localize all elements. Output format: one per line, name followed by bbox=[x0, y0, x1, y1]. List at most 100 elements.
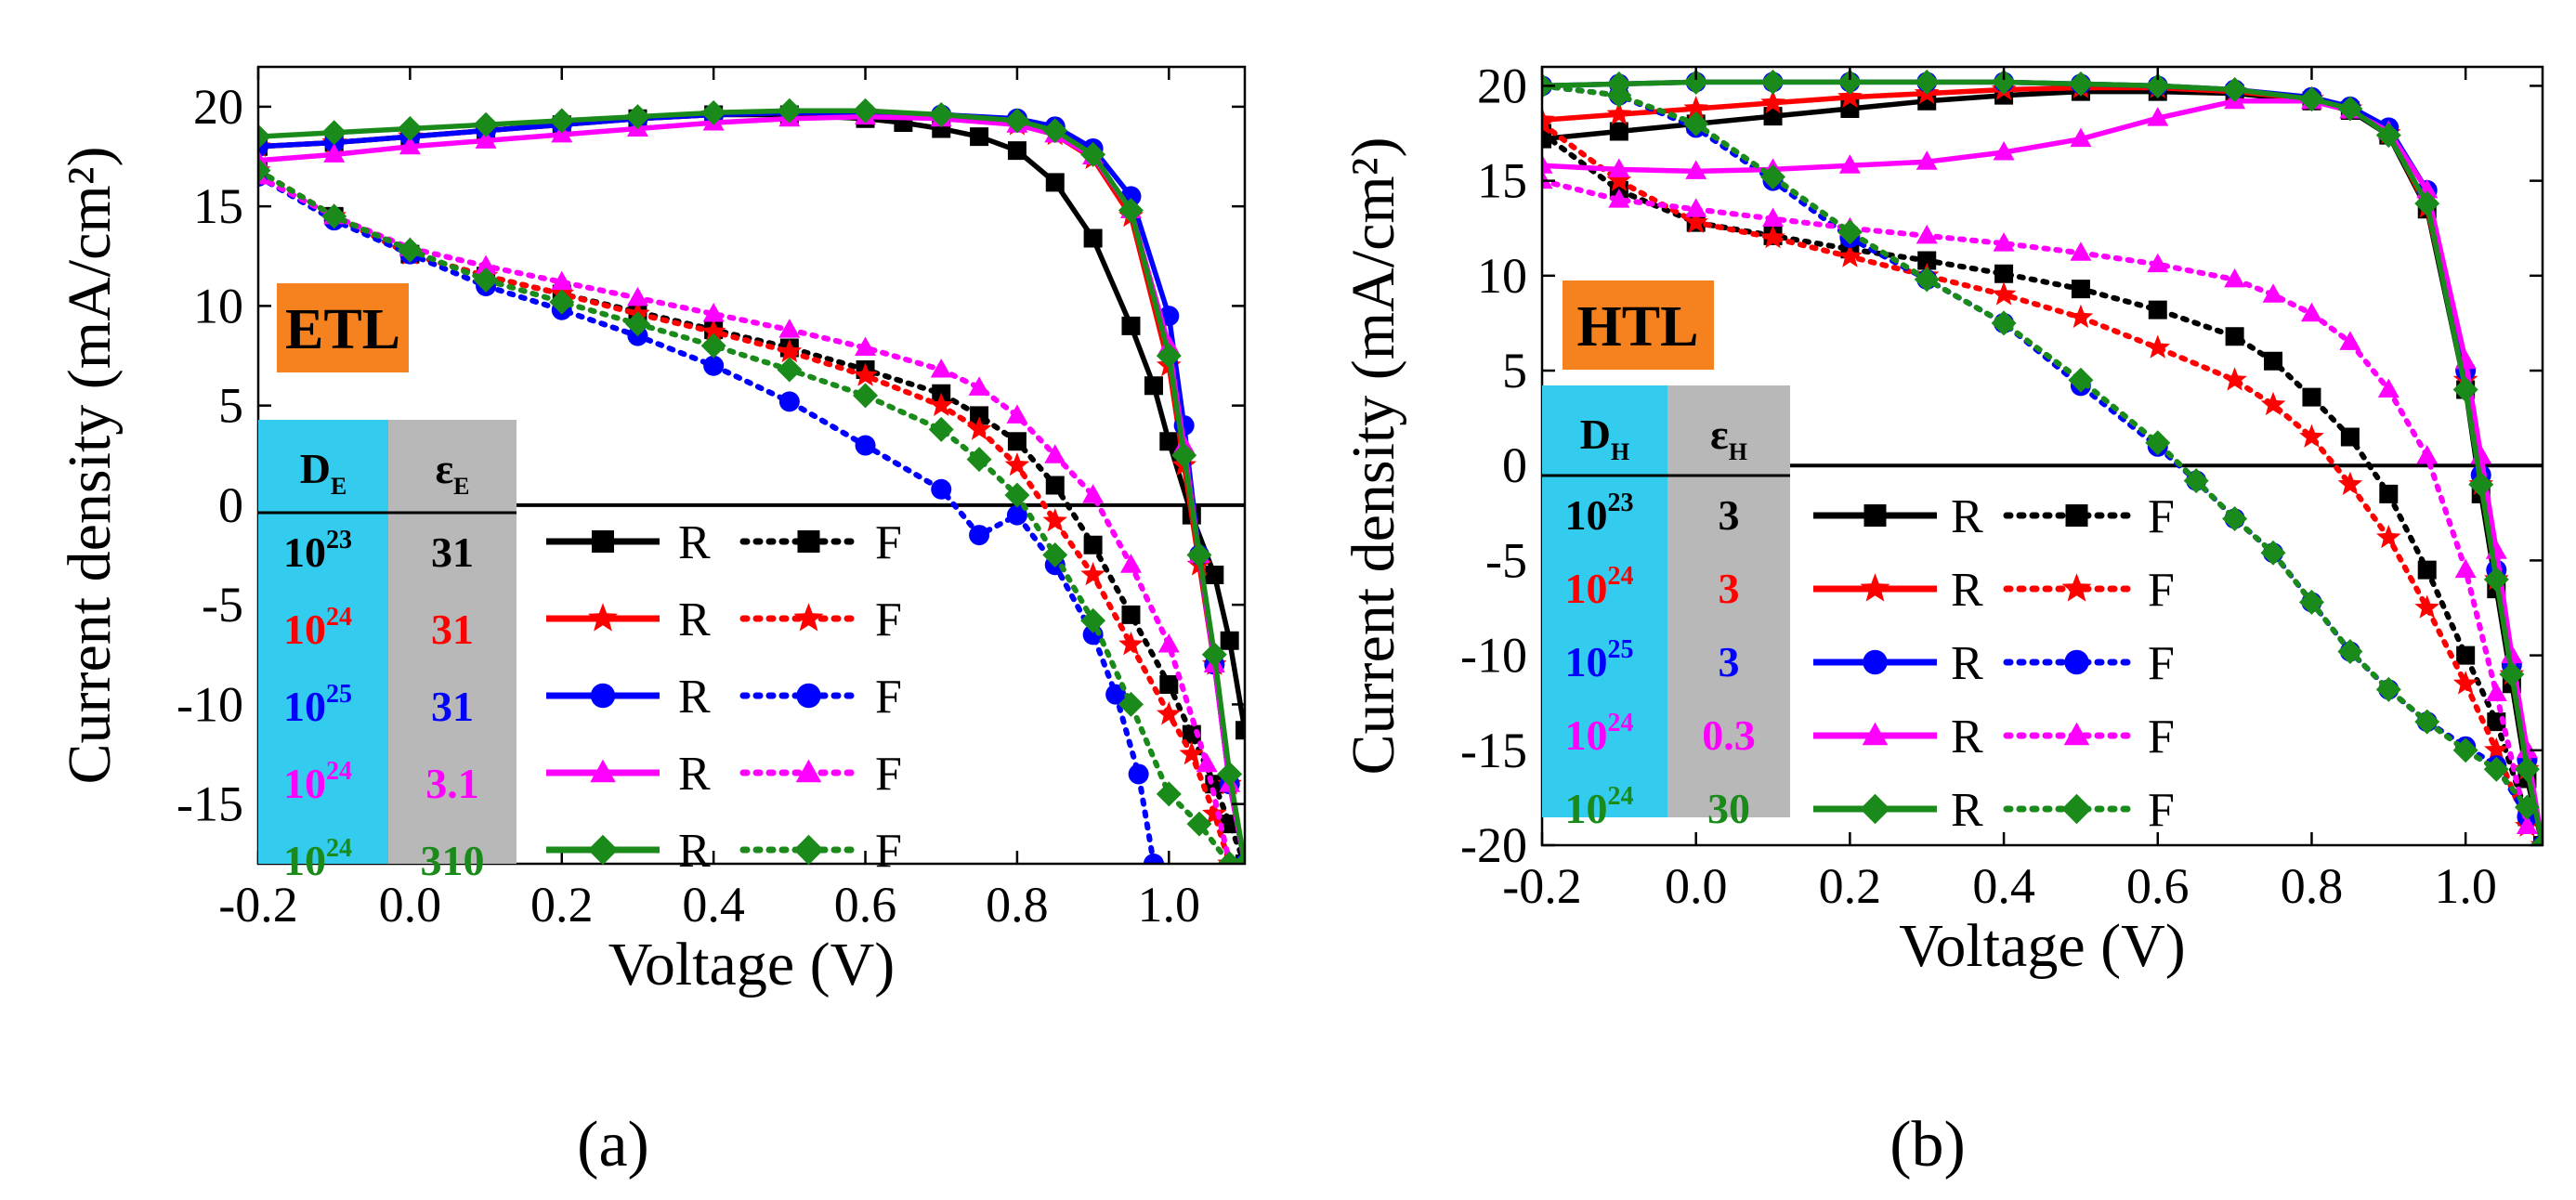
table-permittivity-cell: 31 bbox=[431, 606, 474, 653]
data-point bbox=[2298, 86, 2324, 112]
data-point bbox=[1004, 452, 1030, 476]
data-point bbox=[2147, 107, 2169, 126]
data-point bbox=[2501, 644, 2523, 664]
legend-label-reverse: R bbox=[1951, 490, 1983, 543]
data-point bbox=[2068, 304, 2094, 329]
x-axis-title: Voltage (V) bbox=[608, 931, 896, 998]
doping-exponent: 25 bbox=[326, 680, 352, 709]
data-point bbox=[2070, 241, 2092, 261]
data-point bbox=[1685, 198, 1707, 217]
data-point bbox=[855, 435, 876, 456]
data-point bbox=[2514, 756, 2540, 782]
data-point bbox=[2300, 302, 2322, 322]
doping-exponent: 24 bbox=[1608, 709, 1634, 737]
series-F-4 bbox=[1542, 72, 2540, 820]
data-point bbox=[2516, 738, 2538, 759]
data-point bbox=[853, 362, 878, 386]
data-point bbox=[1157, 701, 1182, 725]
data-point bbox=[928, 416, 954, 442]
legend-marker-forward bbox=[797, 530, 820, 553]
data-point bbox=[966, 447, 992, 473]
data-point bbox=[1080, 141, 1106, 167]
y-tick-label: -5 bbox=[202, 577, 243, 633]
data-point bbox=[969, 525, 990, 546]
data-point bbox=[1683, 209, 1708, 233]
data-point bbox=[1004, 482, 1030, 508]
data-point bbox=[2339, 331, 2361, 350]
y-tick-label: 10 bbox=[193, 278, 243, 333]
legend-label-forward: F bbox=[875, 825, 902, 878]
legend-marker-forward bbox=[793, 603, 824, 632]
data-point bbox=[1171, 442, 1197, 468]
series-line bbox=[258, 108, 1245, 864]
legend-marker-forward bbox=[795, 759, 822, 783]
data-point bbox=[624, 104, 650, 130]
doping-base: 10 bbox=[283, 606, 326, 653]
data-point bbox=[1121, 316, 1141, 335]
table-doping-cell: 1024 bbox=[1565, 562, 1634, 612]
y-tick-label: 0 bbox=[1502, 437, 1527, 493]
x-tick-label: 0.2 bbox=[530, 877, 594, 933]
data-point bbox=[700, 319, 726, 343]
data-point bbox=[1121, 605, 1141, 624]
x-tick-label: 0.8 bbox=[2281, 858, 2344, 914]
data-point bbox=[1606, 167, 1632, 191]
y-tick-label: -5 bbox=[1485, 532, 1527, 588]
legend-label-forward: F bbox=[2148, 784, 2175, 837]
data-point bbox=[2337, 639, 2363, 665]
data-point bbox=[2070, 127, 2092, 148]
data-point bbox=[1606, 83, 1632, 109]
series-F-1 bbox=[1542, 111, 2540, 837]
data-point bbox=[778, 391, 800, 412]
header-symbol: D bbox=[300, 445, 331, 492]
data-point bbox=[1991, 281, 2017, 306]
data-point bbox=[321, 203, 347, 229]
y-tick-label: -20 bbox=[1460, 817, 1527, 873]
y-tick-label: 5 bbox=[1502, 343, 1527, 398]
data-point bbox=[1542, 169, 1553, 189]
data-point bbox=[855, 336, 877, 356]
table-doping-column bbox=[1542, 385, 1667, 817]
data-point bbox=[853, 98, 879, 124]
legend-marker-reverse bbox=[590, 759, 616, 783]
data-point bbox=[777, 357, 803, 383]
legend-label-reverse: R bbox=[678, 593, 711, 646]
data-point bbox=[1082, 484, 1105, 503]
data-point bbox=[1083, 228, 1103, 248]
x-tick-label: 0.0 bbox=[379, 877, 442, 933]
data-point bbox=[2264, 351, 2283, 371]
y-tick-label: 15 bbox=[193, 178, 243, 234]
legend-marker-reverse bbox=[588, 603, 618, 632]
data-point bbox=[928, 392, 954, 416]
legend-marker-forward bbox=[2063, 722, 2090, 746]
data-point bbox=[1542, 111, 1555, 135]
data-point bbox=[473, 111, 499, 137]
y-tick-label: -10 bbox=[1460, 628, 1527, 684]
doping-base: 10 bbox=[1565, 491, 1608, 539]
doping-exponent: 24 bbox=[326, 757, 352, 786]
data-point bbox=[1157, 633, 1180, 653]
data-point bbox=[1217, 851, 1243, 864]
legend-marker-forward bbox=[2064, 649, 2089, 675]
legend-marker-reverse bbox=[592, 530, 614, 553]
data-point bbox=[966, 416, 992, 440]
data-point bbox=[1105, 684, 1127, 705]
data-point bbox=[1760, 164, 1786, 190]
table-doping-cell: 1024 bbox=[283, 603, 352, 653]
data-point bbox=[1837, 243, 1863, 267]
data-point bbox=[397, 115, 423, 141]
data-point bbox=[2260, 540, 2286, 566]
table-permittivity-cell: 3 bbox=[1719, 565, 1740, 612]
data-point bbox=[1080, 562, 1105, 586]
data-point bbox=[1042, 542, 1068, 568]
legend-label-forward: F bbox=[875, 671, 902, 724]
legend-label-reverse: R bbox=[678, 516, 711, 569]
data-point bbox=[2530, 832, 2543, 845]
data-point bbox=[930, 359, 952, 378]
data-point bbox=[1128, 763, 1149, 785]
doping-base: 10 bbox=[1565, 565, 1608, 612]
series-line bbox=[1542, 79, 2543, 845]
data-point bbox=[1118, 197, 1144, 223]
data-point bbox=[1763, 107, 1783, 126]
x-tick-label: -0.2 bbox=[218, 877, 297, 933]
